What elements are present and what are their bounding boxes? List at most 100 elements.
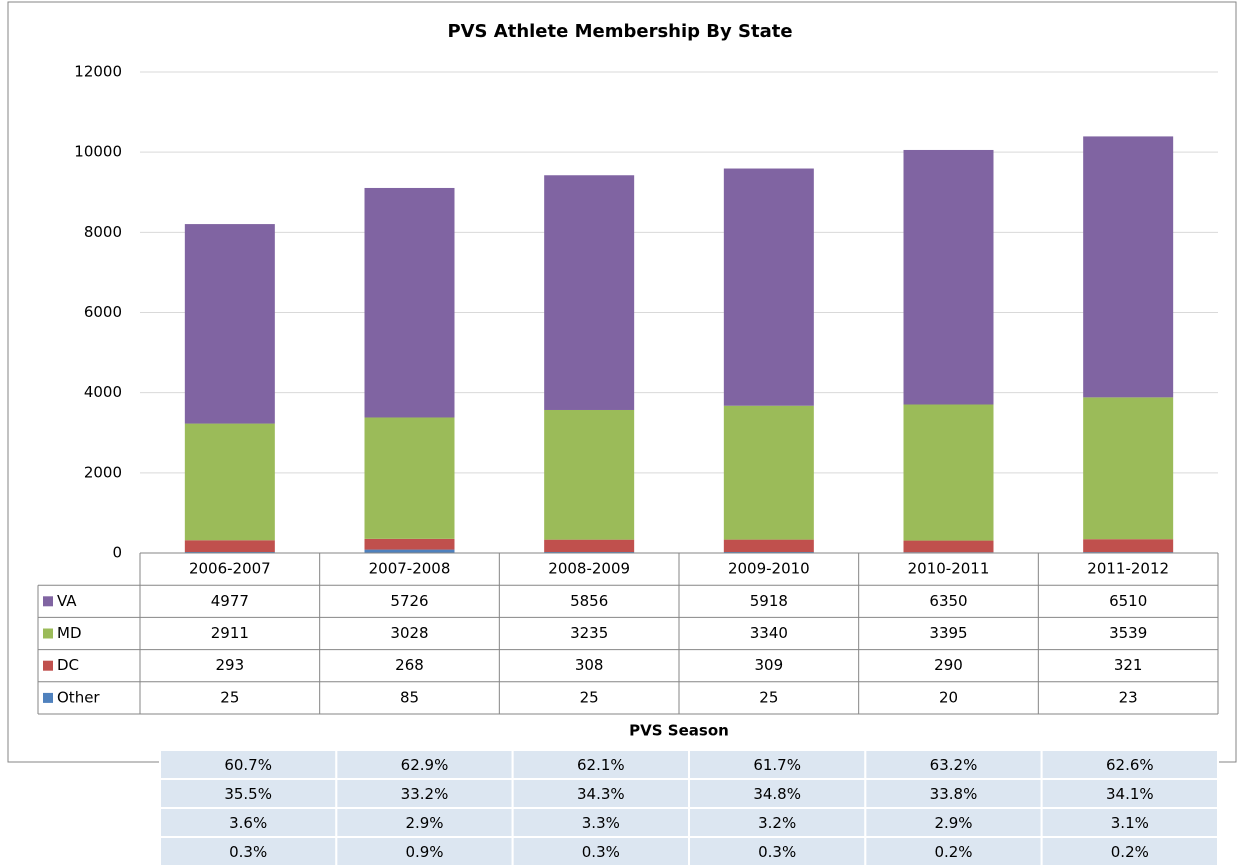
y-tick-label: 2000 [84,463,122,481]
table-value: 2911 [211,624,249,642]
table-value: 5726 [390,592,428,610]
table-value: 5856 [570,592,608,610]
table-value: 309 [755,656,784,674]
bar-segment [364,187,455,418]
percent-value: 62.9% [401,756,449,774]
bar-segment [723,551,814,553]
bar-segment [184,224,275,424]
percent-value: 3.1% [1111,814,1149,832]
bar-segment [364,549,455,553]
bar-segment [184,423,275,541]
x-tick-label: 2007-2008 [369,560,451,578]
chart-title: PVS Athlete Membership By State [447,21,792,42]
table-value: 25 [220,688,239,706]
bar-segment [723,405,814,540]
bar-segment [1083,397,1174,540]
percent-value: 33.2% [401,785,449,803]
percent-value: 61.7% [753,756,801,774]
percent-value: 0.2% [1111,843,1149,861]
percent-value: 34.8% [753,785,801,803]
legend-label: VA [57,592,77,610]
percent-value: 33.8% [930,785,978,803]
percent-value: 2.9% [405,814,443,832]
table-value: 3395 [929,624,967,642]
bar-segment [723,168,814,406]
bar-segment [184,551,275,553]
y-tick-label: 8000 [84,223,122,241]
y-tick-label: 4000 [84,383,122,401]
legend-label: DC [57,656,79,674]
percent-cell [688,749,867,780]
table-value: 6350 [929,592,967,610]
legend-label: Other [57,688,100,706]
bar-segment [364,538,455,550]
x-axis-title: PVS Season [629,722,729,740]
percent-cell [688,836,867,866]
table-value: 293 [216,656,245,674]
percent-value: 3.2% [758,814,796,832]
percent-cell [1040,836,1219,866]
table-value: 268 [395,656,424,674]
y-tick-label: 12000 [74,63,122,81]
percent-cell [864,836,1043,866]
percent-cell [511,836,691,866]
legend-key [43,628,53,639]
percent-value: 62.6% [1106,756,1154,774]
percent-value: 34.1% [1106,785,1154,803]
percent-value: 3.6% [229,814,267,832]
y-tick-label: 0 [112,544,122,562]
bar-segment [544,409,635,540]
bar-segment [544,539,635,552]
table-value: 6510 [1109,592,1147,610]
table-value: 23 [1119,688,1138,706]
table-value: 321 [1114,656,1143,674]
percent-value: 2.9% [934,814,972,832]
table-value: 5918 [750,592,788,610]
legend-label: MD [57,624,82,642]
percent-value: 35.5% [224,785,272,803]
percent-value: 34.3% [577,785,625,803]
x-tick-label: 2008-2009 [548,560,630,578]
table-value: 20 [939,688,958,706]
percent-value: 0.9% [405,843,443,861]
x-tick-label: 2011-2012 [1087,560,1169,578]
y-tick-label: 10000 [74,143,122,161]
percent-value: 3.3% [582,814,620,832]
percent-cell [511,778,691,809]
bar-segment [903,540,994,553]
x-tick-label: 2009-2010 [728,560,810,578]
bar-segment [903,404,994,541]
legend-key [43,596,53,607]
percent-value: 0.2% [934,843,972,861]
y-tick-label: 6000 [84,303,122,321]
percent-value: 60.7% [224,756,272,774]
percent-cell [1040,749,1219,780]
table-value: 25 [580,688,599,706]
bar-segment [1083,539,1174,553]
x-tick-label: 2010-2011 [908,560,990,578]
percent-cell [335,778,514,809]
percent-value: 63.2% [930,756,978,774]
table-value: 3340 [750,624,788,642]
bar-segment [364,417,455,539]
table-value: 25 [759,688,778,706]
percent-cell [1040,778,1219,809]
table-value: 3235 [570,624,608,642]
bar-segment [723,539,814,552]
percent-cell [864,749,1043,780]
x-tick-label: 2006-2007 [189,560,271,578]
percent-value: 0.3% [582,843,620,861]
legend-key [43,692,53,703]
table-value: 85 [400,688,419,706]
percent-value: 0.3% [758,843,796,861]
bar-segment [1083,136,1174,398]
table-value: 290 [934,656,963,674]
legend-key [43,660,53,671]
bar-segment [544,551,635,553]
bar-segment [184,540,275,552]
table-value: 308 [575,656,604,674]
table-value: 3539 [1109,624,1147,642]
table-value: 3028 [390,624,428,642]
bar-segment [903,149,994,405]
